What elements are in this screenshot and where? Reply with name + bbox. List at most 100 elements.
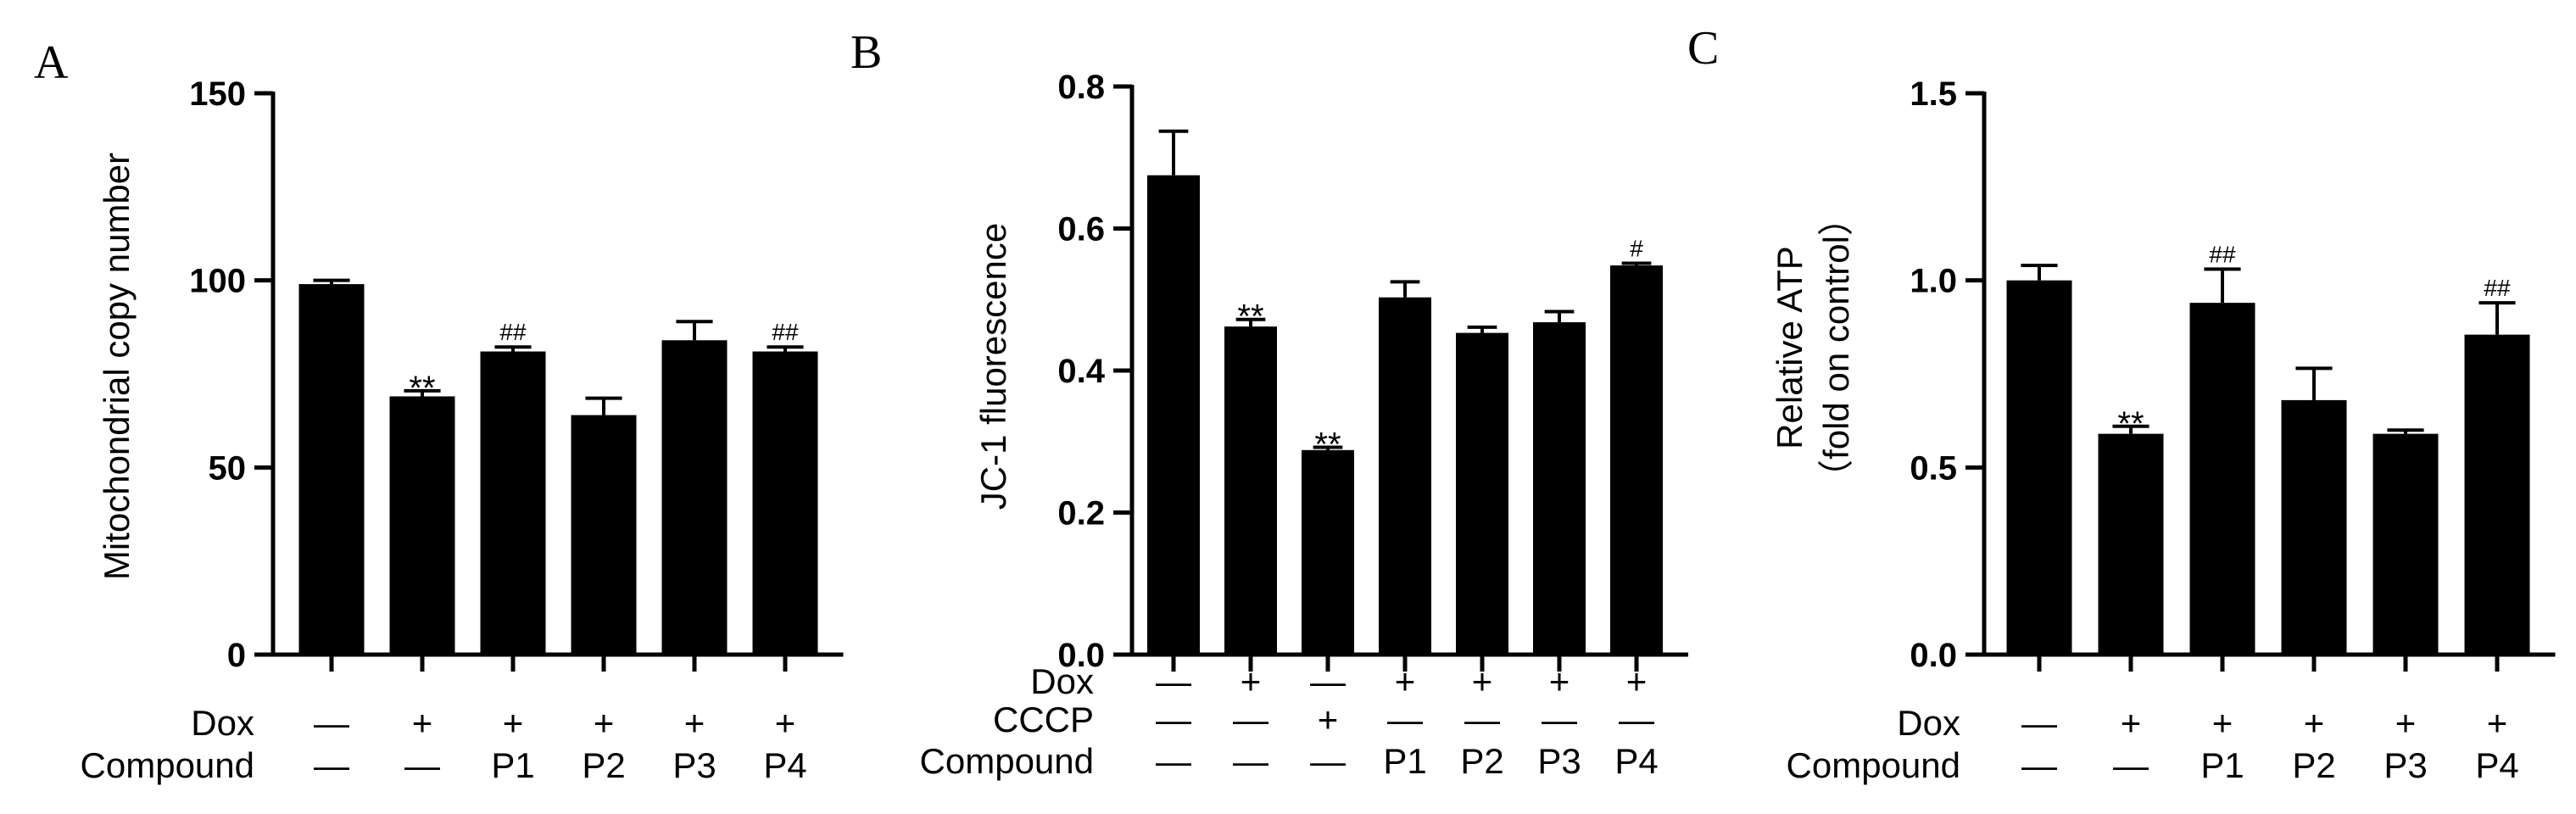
y-tick-label: 0.0 [1057, 637, 1105, 674]
panel-letter: C [1687, 22, 1719, 75]
panel-letter: A [34, 36, 69, 89]
bar [298, 284, 365, 655]
y-axis-label: Mitochondrial copy number [97, 153, 137, 580]
panel-a: A 0 50 100 150 Mitochondrial copy number ** ## #… [34, 36, 844, 785]
y-tick-label: 1.5 [1910, 75, 1957, 113]
condition-value: P2 [1460, 741, 1503, 781]
y-tick-label: 0.0 [1910, 637, 1957, 674]
significance-stars: ** [1314, 426, 1341, 463]
y-tick-label: 0 [227, 637, 246, 674]
condition-value: + [412, 703, 433, 743]
significance-hash: ## [499, 319, 527, 345]
condition-row-label: CCCP [993, 700, 1094, 739]
condition-value: P1 [2200, 745, 2244, 785]
condition-value: P3 [2384, 745, 2427, 785]
condition-value: P1 [491, 745, 534, 785]
bar [1533, 322, 1586, 655]
condition-row-label: Dox [1897, 703, 1960, 743]
condition-value: — [1619, 700, 1654, 739]
condition-row-label: Dox [191, 703, 254, 743]
condition-row-label: Dox [1030, 661, 1094, 701]
bar [2189, 303, 2255, 655]
condition-value: + [775, 703, 796, 743]
condition-value: + [684, 703, 705, 743]
condition-value: — [1387, 700, 1423, 739]
y-tick-label: 150 [189, 75, 246, 113]
y-axis-label: （fold on control） [1816, 200, 1856, 495]
condition-row-label: Compound [1787, 745, 1960, 785]
condition-value: P4 [1614, 741, 1658, 781]
significance-stars: ** [409, 370, 435, 407]
condition-value: P2 [2292, 745, 2335, 785]
condition-value: — [314, 745, 349, 785]
bar [2372, 433, 2439, 655]
condition-value: + [2487, 703, 2508, 743]
condition-row-label: Compound [920, 741, 1094, 781]
condition-value: — [1156, 700, 1191, 739]
condition-value: + [1318, 700, 1339, 739]
condition-value: P1 [1383, 741, 1426, 781]
condition-value: + [2395, 703, 2417, 743]
y-tick-label: 0.8 [1057, 69, 1105, 106]
condition-value: — [1310, 741, 1346, 781]
significance-stars: ** [2117, 405, 2144, 443]
bar [2464, 334, 2530, 655]
y-tick-label: 0.5 [1910, 449, 1957, 487]
condition-value: + [1241, 661, 1262, 701]
bar [571, 415, 637, 655]
condition-value: — [2113, 745, 2149, 785]
bar [1610, 265, 1663, 655]
condition-value: — [1542, 700, 1577, 739]
condition-value: — [1156, 741, 1191, 781]
condition-value: — [2021, 745, 2057, 785]
condition-value: + [503, 703, 524, 743]
condition-value: + [1395, 661, 1416, 701]
condition-value: + [1549, 661, 1570, 701]
condition-value: — [1156, 661, 1191, 701]
bar [480, 351, 546, 655]
significance-stars: ** [1237, 298, 1263, 336]
condition-value: + [594, 703, 615, 743]
condition-value: P3 [672, 745, 716, 785]
bar [2006, 280, 2072, 655]
condition-value: — [404, 745, 440, 785]
bar [1147, 175, 1200, 655]
bar [661, 340, 728, 655]
condition-row-label: Compound [81, 745, 254, 785]
y-tick-label: 50 [209, 449, 247, 487]
condition-value: P4 [763, 745, 806, 785]
y-tick-label: 0.6 [1057, 211, 1105, 248]
panel-c: C 0.0 0.5 1.0 1.5 Relative ATP （fold on contro… [1687, 22, 2556, 785]
y-tick-label: 100 [189, 263, 246, 300]
condition-value: — [1233, 700, 1268, 739]
y-axis-label: Relative ATP [1770, 246, 1809, 449]
condition-value: + [2304, 703, 2325, 743]
y-tick-label: 0.4 [1057, 353, 1105, 390]
significance-hash: ## [2484, 275, 2511, 301]
bar [2098, 433, 2164, 655]
bar [1379, 297, 1431, 655]
panel-b: B 0.0 0.2 0.4 0.6 0.8 JC-1 fluorescence ** ** # Do… [850, 26, 1688, 781]
y-tick-label: 0.2 [1057, 495, 1105, 532]
condition-value: — [1464, 700, 1500, 739]
significance-hash: # [1630, 236, 1643, 262]
bar [389, 396, 455, 655]
bar [1456, 332, 1508, 655]
condition-value: — [2021, 703, 2057, 743]
y-tick-label: 1.0 [1910, 263, 1957, 300]
condition-value: + [2212, 703, 2233, 743]
condition-value: P2 [582, 745, 625, 785]
significance-hash: ## [772, 319, 799, 345]
condition-value: + [2121, 703, 2142, 743]
bar [1224, 326, 1277, 655]
significance-hash: ## [2209, 241, 2236, 267]
condition-value: P4 [2475, 745, 2518, 785]
bar [752, 351, 818, 655]
y-axis-label: JC-1 fluorescence [973, 223, 1013, 510]
condition-value: — [1233, 741, 1268, 781]
panel-letter: B [850, 26, 882, 79]
condition-value: P3 [1537, 741, 1581, 781]
bar [1302, 449, 1354, 655]
condition-value: — [314, 703, 349, 743]
